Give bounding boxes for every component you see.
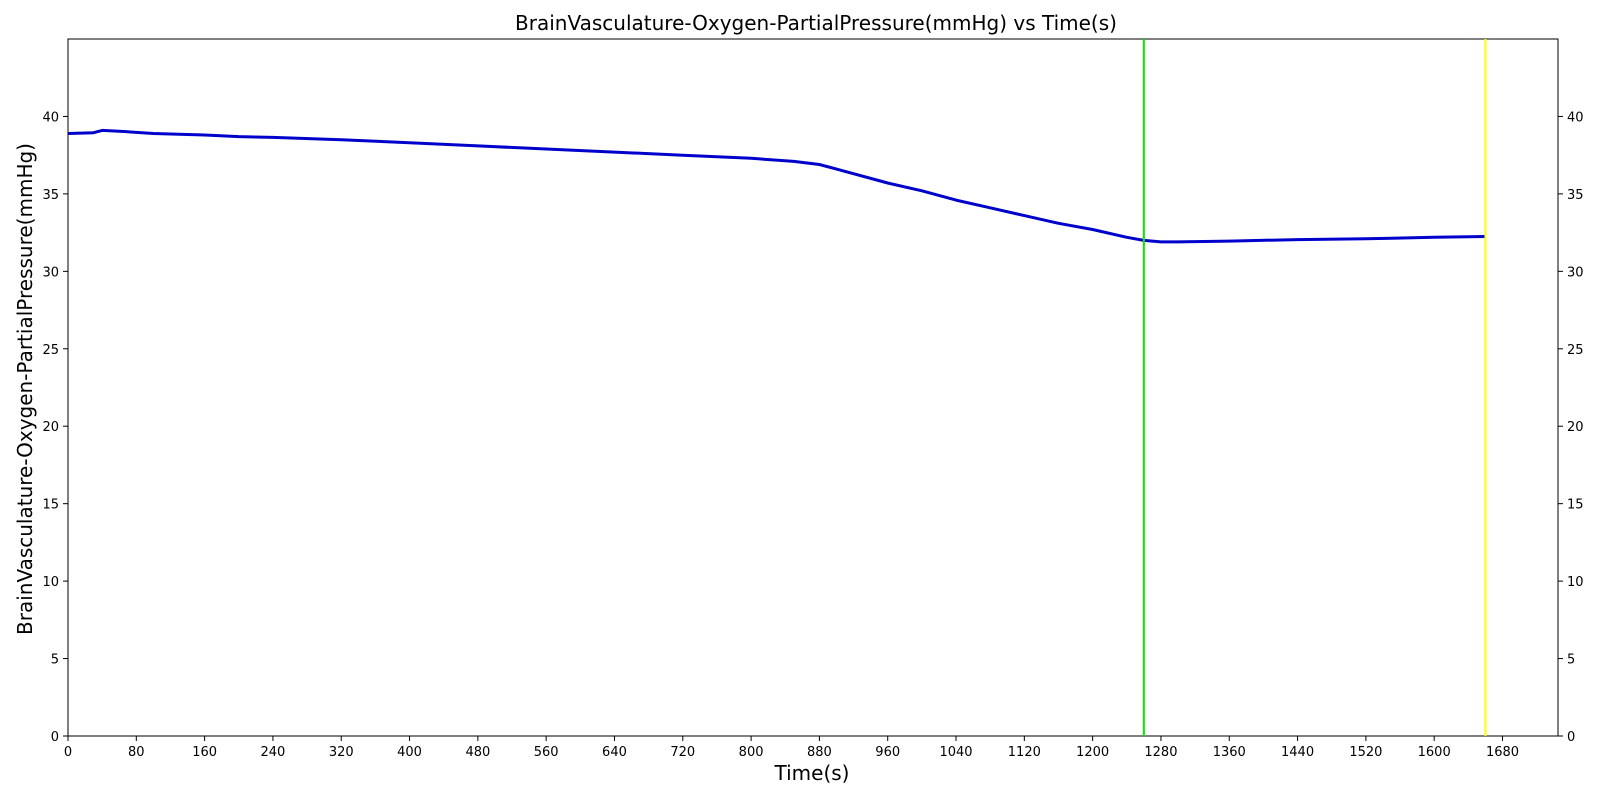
series-line <box>67 128 1486 244</box>
y-tick-label-right: 20 <box>1567 420 1584 435</box>
x-tick-label: 880 <box>807 745 832 760</box>
y-tick-label-left: 15 <box>42 498 59 513</box>
y-tick-label-left: 25 <box>42 343 59 358</box>
y-tick-label-right: 15 <box>1567 498 1584 513</box>
x-tick-label: 1040 <box>939 745 972 760</box>
y-tick-label-left: 35 <box>42 188 59 203</box>
x-tick-label: 1360 <box>1213 745 1246 760</box>
x-tick-label: 1280 <box>1144 745 1177 760</box>
x-tick-label: 800 <box>739 745 764 760</box>
y-tick-label-left: 10 <box>42 575 59 590</box>
x-tick-label: 1520 <box>1349 745 1382 760</box>
x-tick-label: 640 <box>602 745 627 760</box>
y-tick-label-left: 30 <box>42 265 59 280</box>
plot-frame <box>67 38 1559 737</box>
y-tick-label-right: 10 <box>1567 575 1584 590</box>
x-tick-label: 0 <box>64 745 72 760</box>
y-tick-label-right: 25 <box>1567 343 1584 358</box>
x-tick-label: 1440 <box>1281 745 1314 760</box>
x-tick-label: 1120 <box>1008 745 1041 760</box>
y-tick-label-right: 35 <box>1567 188 1584 203</box>
x-tick-label: 560 <box>534 745 559 760</box>
y-tick-label-right: 40 <box>1567 110 1584 125</box>
y-tick-label-right: 5 <box>1567 653 1575 668</box>
chart-title: BrainVasculature-Oxygen-PartialPressure(… <box>515 11 1117 35</box>
plot-area: 0 80 160 240 320 400 480 560 640 720 800 880 960 1040… <box>42 38 1584 760</box>
x-tick-label: 1600 <box>1418 745 1451 760</box>
x-tick-label: 480 <box>465 745 490 760</box>
y-tick-label-left: 40 <box>42 110 59 125</box>
y-tick-label-right: 30 <box>1567 265 1584 280</box>
x-tick-label: 240 <box>261 745 286 760</box>
y-tick-label-left: 0 <box>51 730 59 745</box>
x-tick-label: 400 <box>397 745 422 760</box>
y-tick-label-left: 5 <box>51 653 59 668</box>
y-tick-label-right: 0 <box>1567 730 1575 745</box>
x-tick-label: 1680 <box>1486 745 1519 760</box>
x-tick-label: 80 <box>128 745 145 760</box>
x-tick-label: 1200 <box>1076 745 1109 760</box>
x-axis-title: Time(s) <box>774 761 850 785</box>
x-tick-label: 320 <box>329 745 354 760</box>
x-tick-label: 720 <box>670 745 695 760</box>
x-tick-label: 960 <box>875 745 900 760</box>
x-tick-label: 160 <box>192 745 217 760</box>
y-tick-label-left: 20 <box>42 420 59 435</box>
y-axis-title: BrainVasculature-Oxygen-PartialPressure(… <box>13 143 37 635</box>
